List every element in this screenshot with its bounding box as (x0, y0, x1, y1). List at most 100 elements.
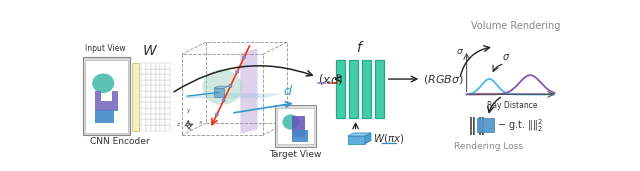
Bar (165, 91, 170, 97)
Bar (141, 86, 146, 91)
Bar (165, 86, 170, 91)
Bar (161, 74, 165, 80)
Bar (156, 108, 161, 114)
Bar (161, 125, 165, 131)
Bar (292, 116, 305, 137)
Bar (150, 97, 156, 102)
Text: $(\mathit{x}$: $(\mathit{x}$ (318, 71, 332, 87)
Bar (165, 119, 170, 125)
Bar (165, 125, 170, 131)
Bar (165, 74, 170, 80)
Bar (141, 125, 146, 131)
Bar (141, 108, 146, 114)
Text: Ray Distance: Ray Distance (487, 101, 538, 110)
Bar (146, 97, 150, 102)
Text: $z$: $z$ (175, 121, 181, 128)
Bar (146, 102, 150, 108)
Bar (336, 60, 345, 117)
Bar (161, 97, 165, 102)
Bar (146, 91, 150, 97)
Bar (146, 119, 150, 125)
Text: Input View: Input View (86, 44, 126, 53)
Bar (141, 91, 146, 97)
Bar (165, 97, 170, 102)
Bar (156, 69, 161, 74)
Bar (150, 114, 156, 119)
Bar (349, 60, 358, 117)
Text: $W$: $W$ (141, 44, 157, 58)
Bar (150, 74, 156, 80)
Polygon shape (348, 133, 371, 136)
Polygon shape (365, 133, 371, 144)
Bar (141, 80, 146, 86)
Text: Rendering Loss: Rendering Loss (454, 142, 523, 151)
Text: $\sigma$: $\sigma$ (502, 52, 510, 62)
Text: CNN Encoder: CNN Encoder (90, 137, 150, 146)
Bar (161, 69, 165, 74)
Bar (146, 80, 150, 86)
Bar (146, 114, 150, 119)
Bar (150, 125, 156, 131)
Bar (165, 102, 170, 108)
Bar (150, 63, 156, 69)
Polygon shape (214, 86, 228, 88)
Text: $-$ g.t. $\|\|_2^2$: $-$ g.t. $\|\|_2^2$ (497, 118, 543, 134)
Text: $W(\pi\mathit{x})$: $W(\pi\mathit{x})$ (373, 133, 405, 146)
Ellipse shape (243, 56, 246, 59)
Bar (150, 108, 156, 114)
Bar (165, 80, 170, 86)
Bar (83, 57, 130, 135)
Text: $f$: $f$ (356, 40, 364, 55)
Text: $\mathit{d})$: $\mathit{d})$ (330, 71, 344, 87)
Text: Target View: Target View (269, 150, 322, 159)
Bar (161, 80, 165, 86)
Ellipse shape (236, 70, 239, 73)
Ellipse shape (215, 113, 218, 116)
Bar (165, 114, 170, 119)
Bar (150, 80, 156, 86)
Text: $(RGB\sigma)$: $(RGB\sigma)$ (422, 73, 463, 86)
Bar (150, 119, 156, 125)
Text: Volume Rendering: Volume Rendering (471, 21, 561, 31)
Bar (156, 102, 161, 108)
Polygon shape (95, 91, 118, 111)
Text: $x$: $x$ (198, 119, 204, 126)
Bar (95, 110, 114, 123)
Bar (150, 91, 156, 97)
Bar (292, 130, 308, 142)
Bar (477, 118, 494, 132)
Bar (161, 119, 165, 125)
Bar (146, 125, 150, 131)
Ellipse shape (222, 99, 225, 102)
Bar (156, 97, 161, 102)
Text: $\sigma$: $\sigma$ (456, 47, 464, 56)
Polygon shape (241, 48, 258, 134)
Bar (362, 60, 371, 117)
Bar (277, 108, 314, 144)
Ellipse shape (92, 74, 115, 93)
Bar (150, 86, 156, 91)
Bar (132, 63, 140, 131)
Bar (156, 86, 161, 91)
Bar (156, 114, 161, 119)
Ellipse shape (229, 84, 232, 88)
Bar (214, 88, 224, 97)
Bar (146, 69, 150, 74)
Ellipse shape (282, 114, 300, 130)
Bar (165, 63, 170, 69)
Bar (141, 97, 146, 102)
Bar (156, 80, 161, 86)
Bar (161, 114, 165, 119)
Bar (146, 63, 150, 69)
Bar (161, 102, 165, 108)
Bar (161, 91, 165, 97)
Bar (141, 114, 146, 119)
Bar (146, 108, 150, 114)
Bar (156, 63, 161, 69)
Bar (348, 136, 365, 144)
Bar (141, 102, 146, 108)
Text: $d$: $d$ (283, 84, 293, 98)
Bar (141, 119, 146, 125)
Polygon shape (183, 93, 282, 98)
Bar (86, 60, 128, 133)
